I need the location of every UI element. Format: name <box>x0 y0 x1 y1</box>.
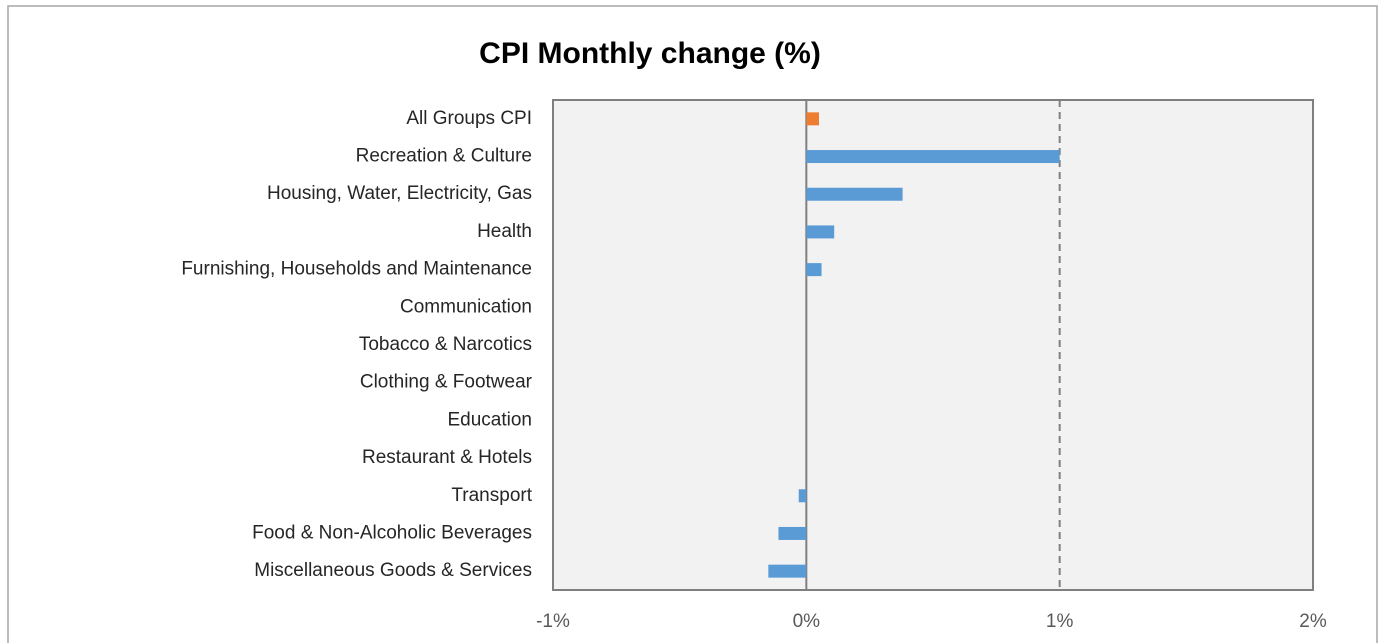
y-tick-label: Housing, Water, Electricity, Gas <box>267 183 532 204</box>
bar <box>806 150 1060 164</box>
bar <box>806 225 835 239</box>
y-tick-label: Restaurant & Hotels <box>362 447 532 468</box>
y-tick-label: Communication <box>400 296 532 317</box>
y-tick-label: Food & Non-Alcoholic Beverages <box>252 522 532 543</box>
bar <box>806 187 903 201</box>
bar <box>778 526 807 540</box>
bar <box>806 263 822 277</box>
y-tick-label: Transport <box>451 485 532 506</box>
y-tick-label: Furnishing, Households and Maintenance <box>181 259 532 280</box>
bar <box>806 112 819 126</box>
x-tick-label: 1% <box>1046 611 1074 632</box>
y-tick-label: Health <box>477 221 532 242</box>
y-tick-label: All Groups CPI <box>406 108 532 129</box>
chart-title: CPI Monthly change (%) <box>479 37 821 70</box>
y-tick-label: Clothing & Footwear <box>360 372 533 393</box>
bar <box>768 564 807 578</box>
x-tick-label: 0% <box>793 611 821 632</box>
x-tick-label: -1% <box>536 611 570 632</box>
y-tick-label: Miscellaneous Goods & Services <box>254 560 532 581</box>
plot-area <box>552 99 1314 591</box>
x-tick-label: 2% <box>1299 611 1327 632</box>
y-tick-label: Education <box>447 409 532 430</box>
y-tick-label: Tobacco & Narcotics <box>359 334 532 355</box>
bar <box>798 489 807 503</box>
y-tick-label: Recreation & Culture <box>356 146 532 167</box>
